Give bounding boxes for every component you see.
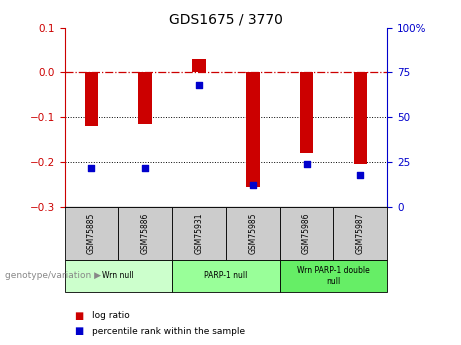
Text: log ratio: log ratio: [92, 311, 130, 320]
Point: [357, 172, 364, 177]
Point: [88, 165, 95, 170]
Text: GSM75885: GSM75885: [87, 213, 96, 254]
Bar: [300, 72, 313, 153]
Text: GSM75986: GSM75986: [302, 213, 311, 255]
Text: genotype/variation ▶: genotype/variation ▶: [5, 272, 100, 280]
Text: GSM75985: GSM75985: [248, 213, 257, 255]
Point: [142, 165, 149, 170]
Text: percentile rank within the sample: percentile rank within the sample: [92, 327, 245, 336]
Text: GSM75931: GSM75931: [195, 213, 203, 255]
Text: PARP-1 null: PARP-1 null: [204, 272, 248, 280]
Bar: [354, 72, 367, 165]
Point: [195, 82, 203, 88]
Text: ■: ■: [74, 326, 83, 336]
Text: GSM75987: GSM75987: [356, 213, 365, 255]
Point: [303, 161, 310, 167]
Bar: [85, 72, 98, 126]
Text: Wrn PARP-1 double
null: Wrn PARP-1 double null: [297, 266, 370, 286]
Text: Wrn null: Wrn null: [102, 272, 134, 280]
Point: [249, 183, 256, 188]
Title: GDS1675 / 3770: GDS1675 / 3770: [169, 12, 283, 27]
Bar: [192, 59, 206, 72]
Bar: [138, 72, 152, 124]
Text: ■: ■: [74, 311, 83, 321]
Text: GSM75886: GSM75886: [141, 213, 150, 254]
Bar: [246, 72, 260, 187]
